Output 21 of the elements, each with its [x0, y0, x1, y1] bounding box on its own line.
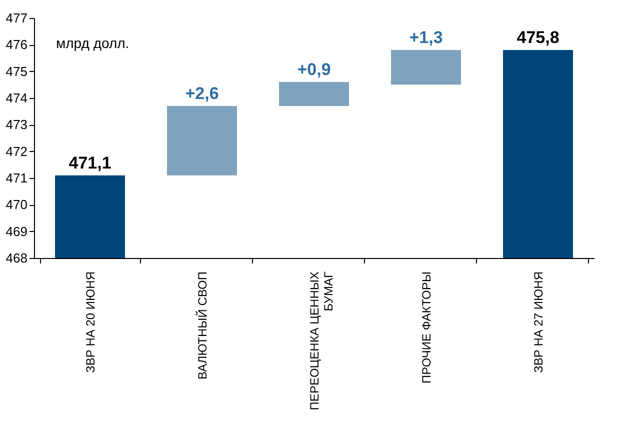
y-tick-label: 470: [6, 197, 28, 212]
y-tick-label: 473: [6, 117, 28, 132]
y-tick-label: 477: [6, 10, 28, 26]
y-tick-label: 471: [6, 170, 28, 186]
annotation: млрд долл.: [56, 35, 130, 51]
y-tick-label: 475: [6, 64, 28, 79]
x-tick-label: ПРОЧИЕ ФАКТОРЫ: [420, 272, 434, 384]
y-tick-label: 476: [6, 37, 28, 52]
data-label: 471,1: [68, 153, 112, 172]
y-tick-label: 474: [6, 90, 28, 106]
y-tick-label: 468: [6, 250, 28, 266]
data-label: +0,9: [297, 60, 331, 79]
x-tick-label: ПЕРЕОЦЕНКА ЦЕННЫХ БУМАГ: [308, 271, 336, 410]
x-tick-label: ЗВР НА 27 ИЮНЯ: [532, 272, 546, 373]
x-tick-label: ВАЛЮТНЫЙ СВОП: [196, 272, 210, 380]
data-label: 475,8: [516, 28, 560, 47]
data-label: +2,6: [185, 84, 219, 103]
data-label: +1,3: [409, 28, 443, 47]
y-tick-label: 469: [6, 224, 28, 239]
x-tick-label: ЗВР НА 20 ИЮНЯ: [84, 272, 98, 373]
y-tick-label: 472: [6, 144, 28, 159]
